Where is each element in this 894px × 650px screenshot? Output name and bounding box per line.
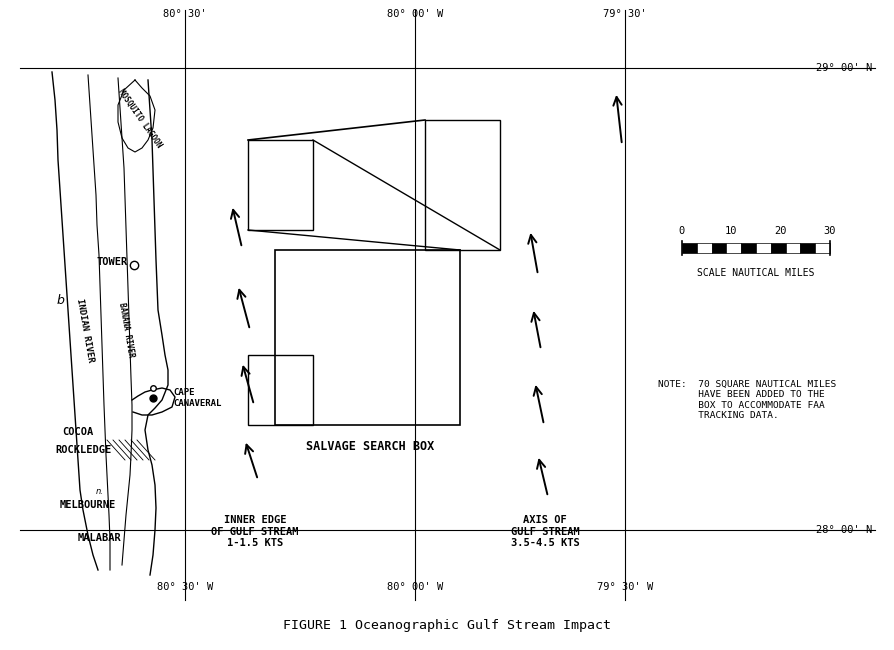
Text: MELBOURNE: MELBOURNE — [60, 500, 116, 510]
Text: 28° 00' N: 28° 00' N — [814, 525, 871, 535]
Text: 20: 20 — [773, 226, 786, 236]
Text: SCALE NAUTICAL MILES: SCALE NAUTICAL MILES — [696, 268, 814, 278]
Text: BANANA RIVER: BANANA RIVER — [116, 302, 135, 358]
Text: 79° 30' W: 79° 30' W — [596, 582, 653, 592]
Text: 10: 10 — [724, 226, 737, 236]
Bar — [248, 355, 313, 425]
Bar — [799, 243, 814, 253]
Bar — [425, 120, 500, 250]
Text: TOWER: TOWER — [97, 257, 128, 267]
Bar — [785, 243, 799, 253]
Bar — [740, 243, 755, 253]
Bar — [248, 140, 313, 230]
Bar — [814, 243, 829, 253]
Text: 79° 30': 79° 30' — [603, 9, 646, 19]
Text: SALVAGE SEARCH BOX: SALVAGE SEARCH BOX — [306, 440, 434, 453]
Text: 80° 00' W: 80° 00' W — [386, 9, 443, 19]
Text: INNER EDGE
OF GULF STREAM
1-1.5 KTS: INNER EDGE OF GULF STREAM 1-1.5 KTS — [211, 515, 299, 548]
Text: n.: n. — [96, 488, 104, 497]
Text: 30: 30 — [822, 226, 835, 236]
Text: NOTE:  70 SQUARE NAUTICAL MILES
       HAVE BEEN ADDED TO THE
       BOX TO ACCO: NOTE: 70 SQUARE NAUTICAL MILES HAVE BEEN… — [657, 380, 835, 420]
Text: 80° 00' W: 80° 00' W — [386, 582, 443, 592]
Text: 80° 30': 80° 30' — [163, 9, 207, 19]
Bar — [711, 243, 726, 253]
Text: 80° 30' W: 80° 30' W — [156, 582, 213, 592]
Text: FIGURE 1 Oceanographic Gulf Stream Impact: FIGURE 1 Oceanographic Gulf Stream Impac… — [283, 619, 611, 632]
Text: MOSQUITO LAGOON: MOSQUITO LAGOON — [116, 87, 164, 149]
Text: COCOA: COCOA — [62, 427, 93, 437]
Bar — [681, 243, 696, 253]
Bar — [274, 250, 460, 425]
Text: MALABAR: MALABAR — [78, 533, 122, 543]
Text: CAPE
CANAVERAL: CAPE CANAVERAL — [173, 388, 221, 408]
Text: ROCKLEDGE: ROCKLEDGE — [55, 445, 111, 455]
Text: INDIAN RIVER: INDIAN RIVER — [75, 298, 95, 363]
Text: 0: 0 — [679, 226, 685, 236]
Bar — [726, 243, 740, 253]
Text: b: b — [56, 294, 63, 307]
Bar — [696, 243, 711, 253]
Text: AXIS OF
GULF STREAM
3.5-4.5 KTS: AXIS OF GULF STREAM 3.5-4.5 KTS — [510, 515, 578, 548]
Bar — [755, 243, 770, 253]
Text: 29° 00' N: 29° 00' N — [814, 63, 871, 73]
Bar — [770, 243, 785, 253]
